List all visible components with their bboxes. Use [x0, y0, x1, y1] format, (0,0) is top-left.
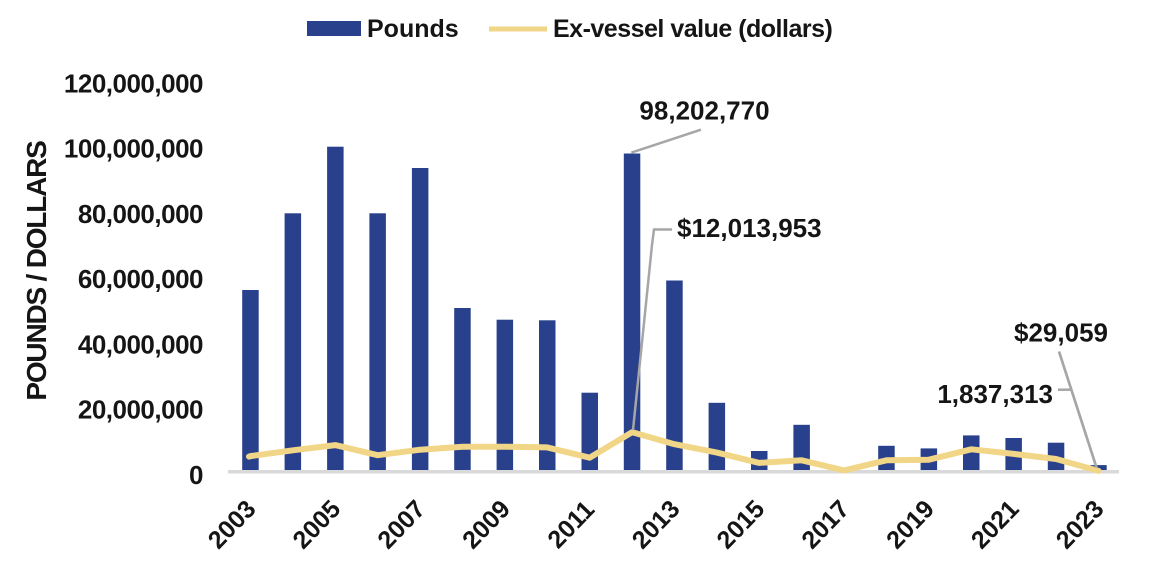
svg-text:$12,013,953: $12,013,953 — [677, 213, 822, 243]
svg-text:98,202,770: 98,202,770 — [639, 96, 769, 126]
svg-text:$29,059: $29,059 — [1014, 318, 1108, 348]
svg-text:1,837,313: 1,837,313 — [937, 379, 1053, 409]
svg-text:100,000,000: 100,000,000 — [64, 134, 203, 164]
svg-text:0: 0 — [189, 460, 203, 490]
svg-text:60,000,000: 60,000,000 — [78, 264, 203, 294]
svg-text:120,000,000: 120,000,000 — [64, 68, 203, 98]
svg-text:Ex-vessel value (dollars): Ex-vessel value (dollars) — [553, 15, 832, 43]
svg-text:20,000,000: 20,000,000 — [78, 395, 203, 425]
svg-text:Pounds: Pounds — [367, 15, 459, 43]
svg-text:POUNDS / DOLLARS: POUNDS / DOLLARS — [21, 141, 52, 401]
svg-text:80,000,000: 80,000,000 — [78, 199, 203, 229]
svg-text:40,000,000: 40,000,000 — [78, 329, 203, 359]
